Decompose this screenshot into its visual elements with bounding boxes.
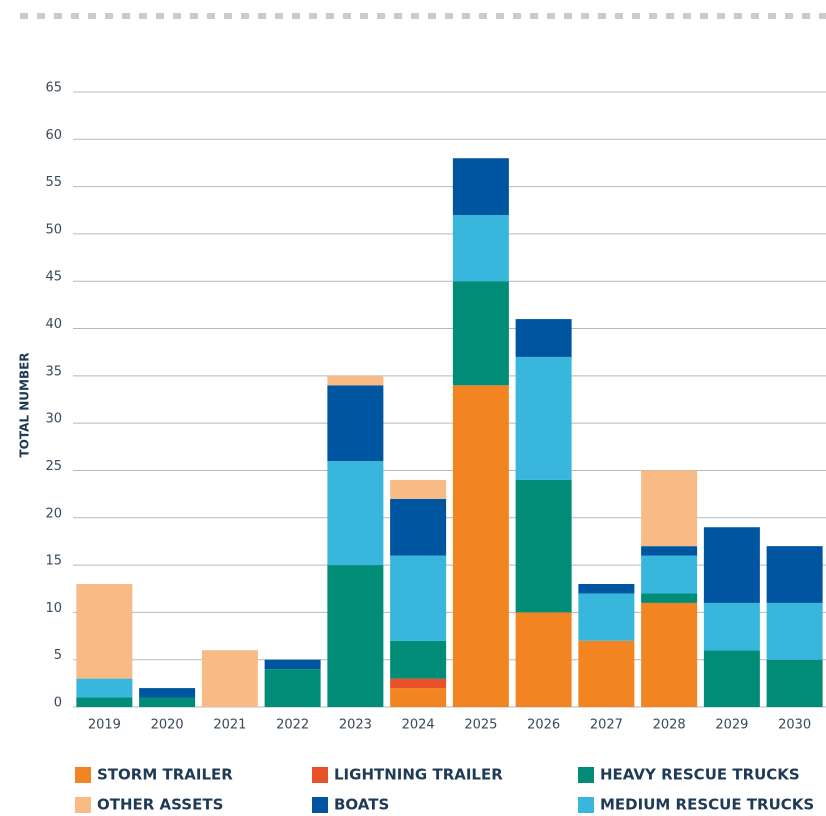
bar-segment [641,546,698,556]
bar-segment [641,602,698,707]
legend-label: OTHER ASSETS [97,796,223,814]
bar-segment [578,593,635,641]
bar-segment [452,158,509,215]
bar-segment [515,356,572,480]
bar-segment [390,688,447,707]
bar-segment [515,319,572,357]
y-tick-label: 5 [54,648,62,663]
legend-swatch [578,797,594,813]
y-tick-label: 30 [45,412,62,427]
x-tick-label: 2027 [590,718,623,733]
bar-segment [703,602,760,651]
x-tick-label: 2024 [402,718,435,733]
legend-label: STORM TRAILER [97,766,233,784]
x-tick-label: 2030 [778,718,811,733]
x-tick-label: 2025 [464,718,497,733]
bar-segment [327,461,384,566]
legend-label: MEDIUM RESCUE TRUCKS [600,796,814,814]
y-tick-label: 15 [45,554,62,569]
bar-segment [390,479,447,499]
bar-segment [515,479,572,613]
bar-segment [201,650,258,707]
y-tick-label: 50 [45,222,62,237]
bar-segment [327,375,384,386]
bar-segment [327,565,384,707]
bar-segment [76,584,133,679]
bar-segment [390,498,447,556]
legend-label: BOATS [334,796,389,814]
x-tick-label: 2022 [276,718,309,733]
bar-segment [390,640,447,679]
x-tick-label: 2029 [715,718,748,733]
bar-segment [766,546,823,603]
y-tick-label: 35 [45,364,62,379]
bar-segment [264,669,321,707]
bar-segment [515,612,572,707]
bar-segment [452,215,509,282]
bar-segment [578,640,635,707]
bar-segment [703,650,760,707]
bar-segment [766,602,823,660]
bar-segment [76,678,133,698]
legend-swatch [312,767,328,783]
y-tick-label: 20 [45,506,62,521]
legend-swatch [75,797,91,813]
y-tick-label: 55 [45,175,62,190]
x-tick-label: 2023 [339,718,372,733]
x-tick-label: 2020 [151,718,184,733]
bar-segment [578,584,635,594]
x-tick-label: 2026 [527,718,560,733]
bar-segment [76,697,133,707]
legend-label: HEAVY RESCUE TRUCKS [600,766,800,784]
bar-segment [452,385,509,707]
bar-segment [641,555,698,594]
x-tick-label: 2019 [88,718,121,733]
legend-label: LIGHTNING TRAILER [334,766,503,784]
bar-segment [390,678,447,689]
y-tick-label: 0 [54,696,62,711]
bar-segment [264,659,321,670]
bar-segment [139,697,196,707]
bar-segment [641,470,698,547]
legend-swatch [578,767,594,783]
y-tick-label: 10 [45,601,62,616]
x-tick-label: 2028 [653,718,686,733]
bar-segment [139,688,196,698]
y-tick-label: 45 [45,270,62,285]
x-tick-label: 2021 [213,718,246,733]
legend-swatch [75,767,91,783]
y-tick-label: 40 [45,317,62,332]
bar-segment [327,385,384,461]
bar-segment [703,527,760,603]
y-tick-label: 65 [45,81,62,96]
bar-segment [452,281,509,386]
legend-swatch [312,797,328,813]
bar-segment [766,659,823,707]
y-tick-label: 25 [45,459,62,474]
bar-segment [390,555,447,641]
y-tick-label: 60 [45,128,62,143]
y-axis-label: TOTAL NUMBER [18,352,32,457]
bar-segment [641,593,698,603]
